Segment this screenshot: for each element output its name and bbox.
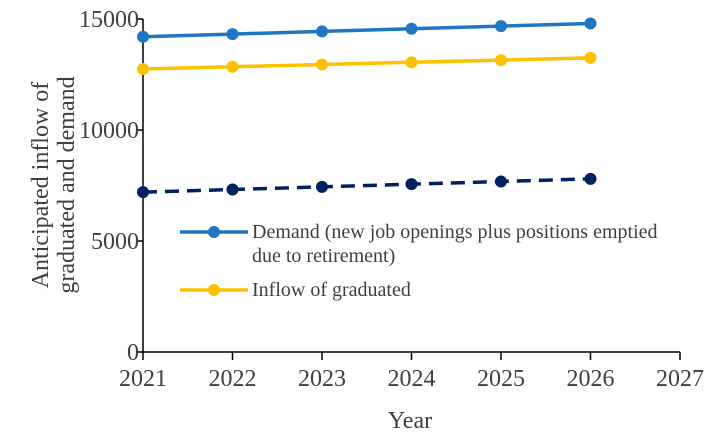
data-point	[495, 54, 507, 67]
data-point	[495, 175, 507, 188]
data-point	[584, 51, 597, 64]
x-tick-label: 2025	[477, 366, 525, 392]
data-point	[495, 20, 507, 33]
x-tick-label: 2021	[119, 366, 167, 392]
data-point	[137, 186, 149, 199]
data-point	[316, 25, 328, 38]
x-tick-label: 2023	[298, 366, 346, 392]
data-point	[405, 22, 418, 35]
y-axis-label: graduated and demand	[54, 76, 80, 293]
y-tick-label: 10000	[79, 118, 139, 144]
data-point	[405, 178, 418, 191]
data-point	[137, 30, 149, 43]
y-tick-label: 15000	[79, 7, 139, 33]
data-point	[226, 28, 239, 41]
data-point	[405, 56, 418, 69]
data-point	[584, 17, 597, 30]
legend-marker	[208, 226, 220, 238]
x-tick-label: 2026	[567, 366, 615, 392]
legend-label: Demand (new job openings plus positions …	[252, 221, 658, 267]
data-point	[137, 62, 149, 75]
series-line	[142, 21, 591, 39]
x-tick-label: 2027	[656, 366, 704, 392]
x-axis-label: Year	[388, 408, 432, 433]
data-point	[226, 183, 239, 196]
series-line	[142, 177, 591, 194]
data-point	[584, 172, 597, 185]
data-point	[316, 58, 328, 71]
legend-marker	[208, 284, 220, 296]
y-axis-label: Anticipated inflow of	[28, 82, 54, 289]
legend-label: Inflow of graduated	[252, 279, 411, 301]
y-tick-label: 5000	[91, 229, 139, 255]
y-tick-label: 0	[127, 340, 139, 366]
x-tick-label: 2024	[388, 366, 436, 392]
data-point	[226, 60, 239, 73]
x-tick-label: 2022	[209, 366, 257, 392]
data-point	[316, 180, 328, 193]
series-line	[142, 56, 591, 71]
